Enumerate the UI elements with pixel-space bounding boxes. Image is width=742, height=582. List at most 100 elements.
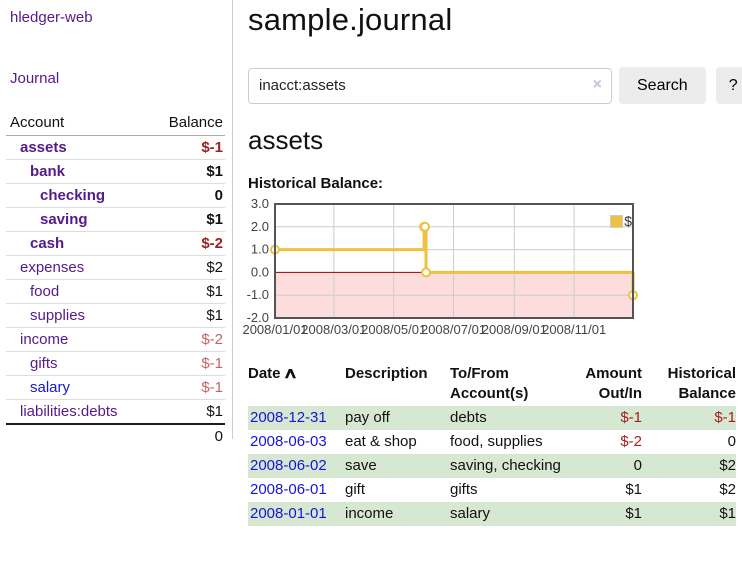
account-row: bank $1 — [6, 159, 225, 184]
account-balance: $1 — [206, 403, 223, 420]
account-link-expenses[interactable]: expenses — [20, 259, 85, 276]
register-cell-balance: $2 — [719, 457, 736, 474]
account-row: liabilities:debts $1 — [6, 400, 225, 425]
page-title: sample.journal — [248, 2, 453, 37]
register-row: 2008-06-02 save saving, checking 0 $2 — [248, 454, 736, 478]
account-row: income $-2 — [6, 327, 225, 352]
account-link-gifts[interactable]: gifts — [30, 355, 58, 372]
register-row: 2008-12-31 pay off debts $-1 $-1 — [248, 406, 736, 430]
account-balance: $-2 — [115, 327, 225, 352]
accounts-total-row: 0 — [6, 423, 225, 448]
transaction-date-link[interactable]: 2008-06-01 — [250, 481, 327, 498]
register-cell-amount: $-1 — [620, 409, 642, 426]
register-cell-accounts: debts — [450, 409, 487, 426]
register-header-accounts: To/From Account(s) — [450, 365, 529, 402]
accounts-table-body: assets $-1 bank $1 checking 0 saving $1 cash $-2 e… — [6, 135, 225, 425]
legend-label: $ — [624, 213, 632, 229]
accounts-total-spacer — [6, 423, 116, 448]
svg-text:2008/09/01: 2008/09/01 — [482, 322, 547, 337]
svg-text:-2.0: -2.0 — [247, 310, 269, 325]
search-help-button[interactable]: ? — [715, 67, 742, 104]
search-form: × Search ? — [248, 67, 742, 104]
register-cell-description: income — [345, 505, 394, 522]
app-title: hledger-web — [10, 9, 232, 26]
register-table: Date ∧ Description To/From Account(s) Am… — [248, 362, 736, 526]
register-cell-amount: $-2 — [620, 433, 642, 450]
account-balance: $1 — [115, 303, 225, 328]
register-cell-description: pay off — [345, 409, 390, 426]
account-link-supplies[interactable]: supplies — [30, 307, 86, 324]
svg-text:2008/05/01: 2008/05/01 — [361, 322, 426, 337]
svg-text:3.0: 3.0 — [251, 196, 269, 211]
svg-text:1.0: 1.0 — [251, 242, 269, 257]
search-button[interactable]: Search — [619, 67, 706, 104]
register-header-balance: Historical Balance — [667, 365, 736, 402]
account-link-bank[interactable]: bank — [30, 163, 66, 180]
register-cell-balance: $1 — [719, 505, 736, 522]
register-cell-balance: 0 — [727, 433, 736, 450]
account-link-assets[interactable]: assets — [20, 139, 67, 156]
sort-asc-icon: ∧ — [282, 365, 298, 382]
account-link-income[interactable]: income — [20, 331, 69, 348]
accounts-total-value: 0 — [115, 423, 225, 448]
account-link-liabilities-debts[interactable]: liabilities:debts — [20, 403, 118, 420]
register-cell-amount: $1 — [625, 505, 642, 522]
account-balance: $1 — [115, 279, 225, 304]
account-row: salary $-1 — [6, 375, 225, 400]
account-balance: $-1 — [115, 375, 225, 400]
transaction-date-link[interactable]: 2008-12-31 — [250, 409, 327, 426]
chart-title: Historical Balance: — [248, 175, 384, 192]
account-link-salary[interactable]: salary — [30, 379, 71, 396]
account-balance: $2 — [115, 255, 225, 280]
account-heading: assets — [248, 125, 324, 155]
register-cell-accounts: saving, checking — [450, 457, 561, 474]
register-cell-accounts: gifts — [450, 481, 478, 498]
main-content: sample.journal × Search ? assets Histori… — [233, 0, 742, 582]
register-header-row: Date ∧ Description To/From Account(s) Am… — [248, 362, 736, 406]
register-row: 2008-06-03 eat & shop food, supplies $-2 0 — [248, 430, 736, 454]
register-header-description: Description — [345, 365, 428, 382]
account-balance: 0 — [115, 183, 225, 208]
register-cell-balance: $2 — [719, 481, 736, 498]
account-balance: $1 — [115, 207, 225, 232]
account-balance: $-1 — [115, 351, 225, 376]
svg-text:2008/07/01: 2008/07/01 — [421, 322, 486, 337]
register-cell-description: gift — [345, 481, 366, 498]
legend-swatch-icon — [610, 214, 624, 228]
account-row: checking 0 — [6, 183, 225, 208]
account-link-cash[interactable]: cash — [30, 235, 65, 252]
svg-text:2.0: 2.0 — [251, 219, 269, 234]
account-row: food $1 — [6, 279, 225, 304]
account-row: expenses $2 — [6, 255, 225, 280]
search-input[interactable] — [248, 67, 612, 104]
account-link-saving[interactable]: saving — [40, 211, 88, 228]
register-cell-amount: 0 — [633, 457, 642, 474]
clear-search-icon[interactable]: × — [592, 75, 602, 93]
account-link-food[interactable]: food — [30, 283, 60, 300]
account-row: assets $-1 — [6, 135, 225, 160]
account-balance: $1 — [115, 159, 225, 184]
register-row: 2008-06-01 gift gifts $1 $2 — [248, 478, 736, 502]
register-row: 2008-01-01 income salary $1 $1 — [248, 502, 736, 526]
register-cell-balance: $-1 — [714, 409, 736, 426]
register-cell-description: eat & shop — [345, 433, 417, 450]
account-balance: $-2 — [115, 231, 225, 256]
account-link-checking[interactable]: checking — [40, 187, 106, 204]
register-table-body: 2008-12-31 pay off debts $-1 $-1 2008-06-03 ea… — [248, 406, 736, 526]
historical-balance-chart: 3.0 2.0 1.0 0.0 -1.0 -2.0 2008/01/01 2008/03/01… — [242, 196, 646, 341]
account-row: cash $-2 — [6, 231, 225, 256]
register-cell-amount: $1 — [625, 481, 642, 498]
sidebar-item-journal[interactable]: Journal — [10, 70, 60, 87]
accounts-header-account: Account — [6, 111, 116, 136]
svg-text:0.0: 0.0 — [251, 264, 269, 279]
transaction-date-link[interactable]: 2008-06-03 — [250, 433, 327, 450]
transaction-date-link[interactable]: 2008-01-01 — [250, 505, 327, 522]
app-title-link[interactable]: hledger-web — [10, 9, 93, 26]
transaction-date-link[interactable]: 2008-06-02 — [250, 457, 327, 474]
account-row: gifts $-1 — [6, 351, 225, 376]
account-row: supplies $1 — [6, 303, 225, 328]
register-header-date[interactable]: Date ∧ — [248, 365, 298, 382]
svg-text:2008/11/01: 2008/11/01 — [542, 322, 606, 337]
balance-chart: 3.0 2.0 1.0 0.0 -1.0 -2.02008/01/012008/03/01… — [242, 196, 638, 337]
